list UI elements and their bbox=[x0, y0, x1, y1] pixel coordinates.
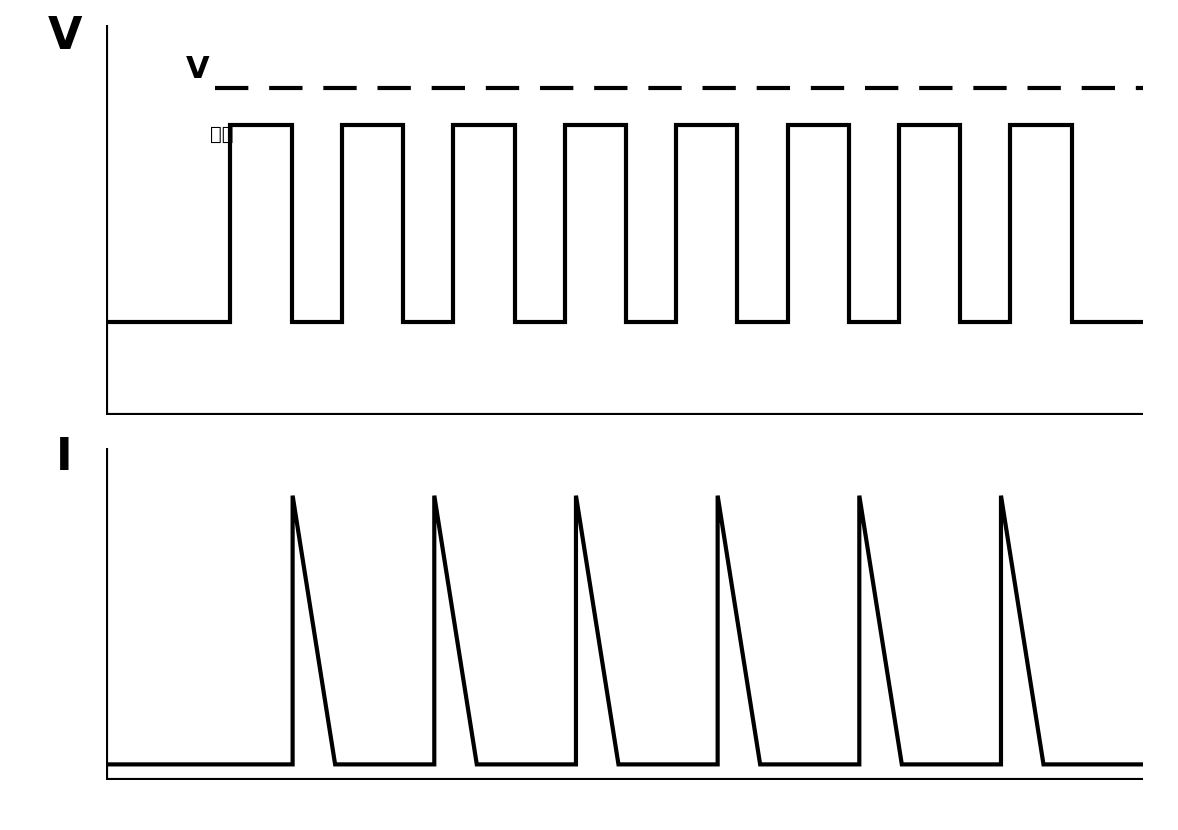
Text: I: I bbox=[57, 437, 73, 479]
Text: V: V bbox=[47, 15, 81, 57]
Text: 临界: 临界 bbox=[210, 125, 233, 144]
Text: V: V bbox=[186, 56, 210, 85]
